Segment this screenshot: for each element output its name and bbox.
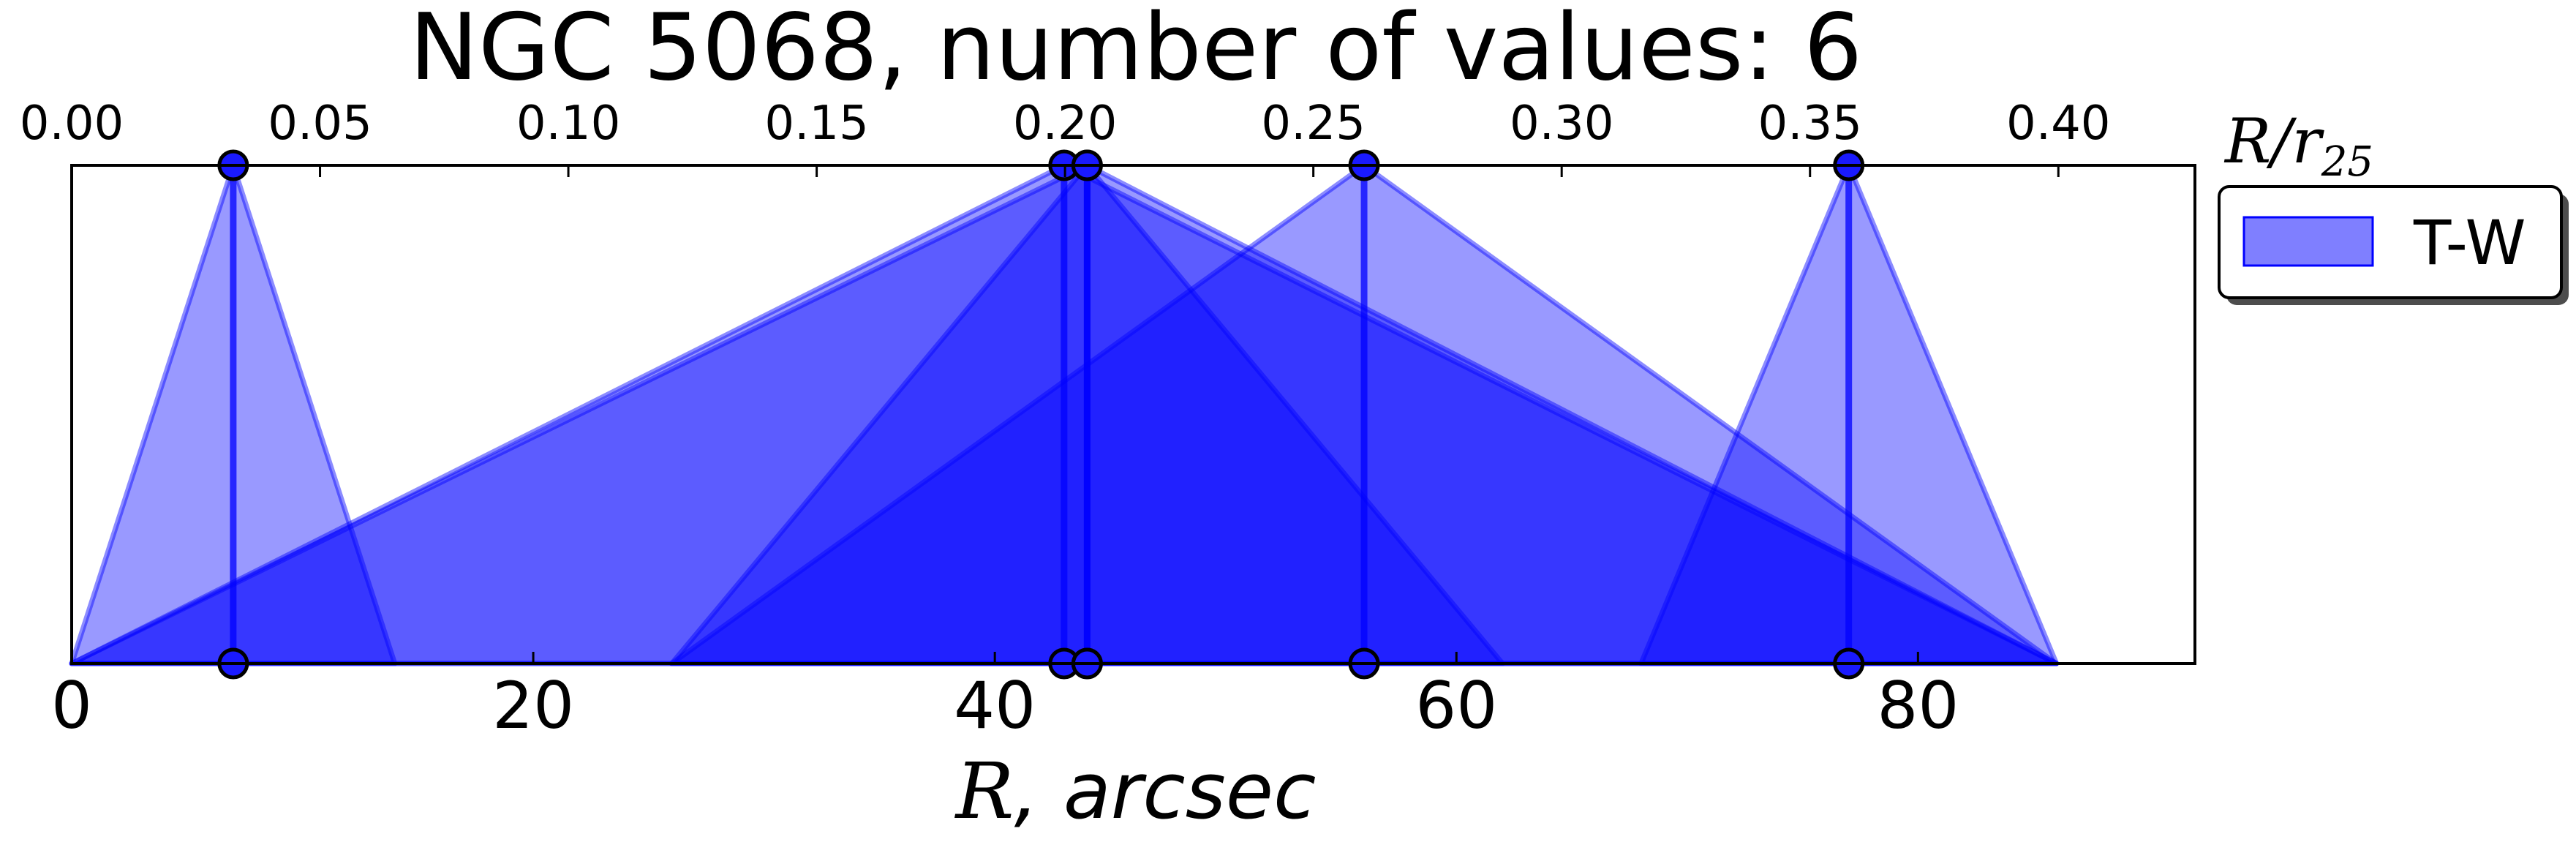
- bottom-axis-ticks: [70, 165, 2060, 664]
- x-tick-label-1: 20: [492, 668, 574, 743]
- x-tick-label-4: 80: [1877, 668, 1959, 743]
- legend: T-W: [2218, 185, 2569, 305]
- top-axis-label: R/r25: [2223, 105, 2373, 186]
- x-tick-label-3: 60: [1415, 668, 1497, 743]
- top-tick-label-7: 0.35: [1758, 97, 1862, 151]
- x-axis-label-text: , arcsec: [1014, 746, 1316, 836]
- legend-label: T-W: [2413, 207, 2526, 279]
- x-tick-label-2: 40: [954, 668, 1036, 743]
- legend-frame: [2218, 185, 2563, 299]
- top-tick-label-1: 0.05: [268, 97, 372, 151]
- x-axis-label: R, arcsec: [954, 746, 1317, 836]
- top-axis-label-subscript: 25: [2321, 138, 2373, 186]
- plot-area: [69, 149, 2060, 680]
- top-tick-label-8: 0.40: [2006, 97, 2111, 151]
- top-axis-label-symbol: R/r: [2223, 105, 2325, 177]
- top-tick-label-2: 0.10: [516, 97, 621, 151]
- top-tick-label-6: 0.30: [1510, 97, 1614, 151]
- top-axis-tick-labels: 0.00 0.05 0.10 0.15 0.20 0.25 0.30 0.35 0.40: [20, 97, 2111, 151]
- bottom-axis-tick-labels: 0 20 40 60 80: [51, 668, 1959, 743]
- x-axis-label-symbol: R: [954, 746, 1014, 836]
- legend-swatch: [2242, 216, 2374, 267]
- top-tick-label-0: 0.00: [20, 97, 124, 151]
- top-tick-label-5: 0.25: [1261, 97, 1366, 151]
- top-tick-label-3: 0.15: [764, 97, 869, 151]
- chart-title: NGC 5068, number of values: 6: [410, 0, 1862, 101]
- x-tick-label-0: 0: [51, 668, 92, 743]
- top-tick-label-4: 0.20: [1013, 97, 1118, 151]
- plot-frame: [70, 164, 2196, 665]
